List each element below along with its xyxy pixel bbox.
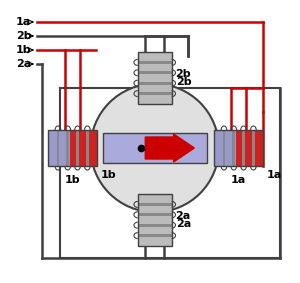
Bar [138,213,172,216]
Bar [138,224,172,227]
Text: 1a: 1a [267,170,282,180]
Bar [138,194,172,246]
FancyArrow shape [145,134,194,162]
Bar [60,88,280,258]
Text: 2a: 2a [176,219,192,229]
Bar [138,61,172,64]
Text: 1a: 1a [231,175,246,185]
Text: 1a: 1a [16,17,31,27]
Bar [138,234,172,237]
Text: 1b: 1b [65,175,80,185]
Bar [70,130,97,166]
Bar [138,203,172,206]
Bar [138,194,172,246]
Text: 2b: 2b [16,31,32,41]
Bar [236,130,263,166]
Text: 2a: 2a [176,211,191,221]
Bar [138,71,172,74]
Bar [138,52,172,104]
Bar [76,130,79,166]
Bar [214,130,263,166]
Circle shape [91,84,219,212]
Bar [232,130,235,166]
Text: 2b: 2b [176,69,191,79]
Bar [56,130,59,166]
Bar [242,130,245,166]
Bar [66,130,69,166]
Bar [138,92,172,95]
Bar [86,130,89,166]
Text: 2a: 2a [16,59,31,69]
Bar [252,130,255,166]
Bar [48,130,70,166]
Bar [48,130,97,166]
Bar [214,130,236,166]
Bar [138,52,172,104]
Bar [103,133,207,163]
Bar [138,82,172,85]
Text: 1b: 1b [16,45,32,55]
Bar [223,130,225,166]
Text: 2b: 2b [176,77,192,87]
Text: 1b: 1b [101,170,117,180]
